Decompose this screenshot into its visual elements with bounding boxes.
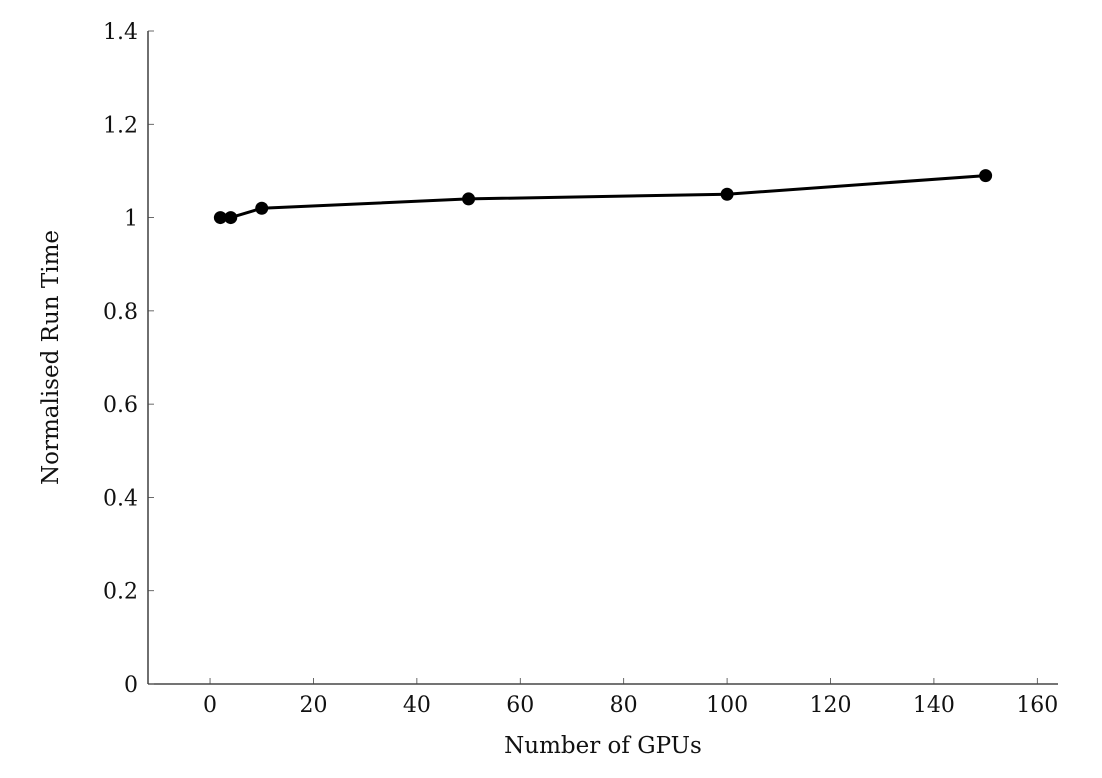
axes — [147, 31, 1058, 685]
x-tick-label: 80 — [610, 693, 638, 718]
data-point — [255, 201, 269, 215]
x-tick-label: 100 — [706, 693, 748, 718]
series-line — [220, 174, 986, 220]
y-tick-label: 1.4 — [103, 20, 138, 45]
y-tick-label: 1.2 — [103, 113, 138, 138]
y-tick-label: 0.8 — [103, 300, 138, 325]
y-axis-title: Normalised Run Time — [38, 230, 64, 485]
data-point — [720, 187, 734, 201]
y-tick-label: 1 — [124, 207, 138, 232]
y-ticks: 0 0.2 0.4 0.6 0.8 1 1.2 1.4 — [103, 20, 154, 698]
x-axis-title: Number of GPUs — [504, 733, 702, 759]
x-tick-label: 160 — [1016, 693, 1058, 718]
data-point — [213, 211, 227, 225]
x-tick-label: 60 — [506, 693, 534, 718]
y-tick-label: 0.6 — [103, 393, 138, 418]
x-tick-label: 120 — [810, 693, 852, 718]
x-tick-label: 40 — [403, 693, 431, 718]
y-tick-label: 0.2 — [103, 580, 138, 605]
y-tick-label: 0 — [124, 673, 138, 698]
x-tick-label: 0 — [203, 693, 217, 718]
data-point — [462, 192, 476, 206]
series-group — [213, 169, 993, 225]
y-tick-label: 0.4 — [103, 486, 138, 511]
data-point — [224, 211, 238, 225]
x-ticks: 0 20 40 60 80 100 120 140 160 — [203, 678, 1058, 718]
data-point — [979, 169, 993, 183]
x-tick-label: 140 — [913, 693, 955, 718]
x-tick-label: 20 — [299, 693, 327, 718]
